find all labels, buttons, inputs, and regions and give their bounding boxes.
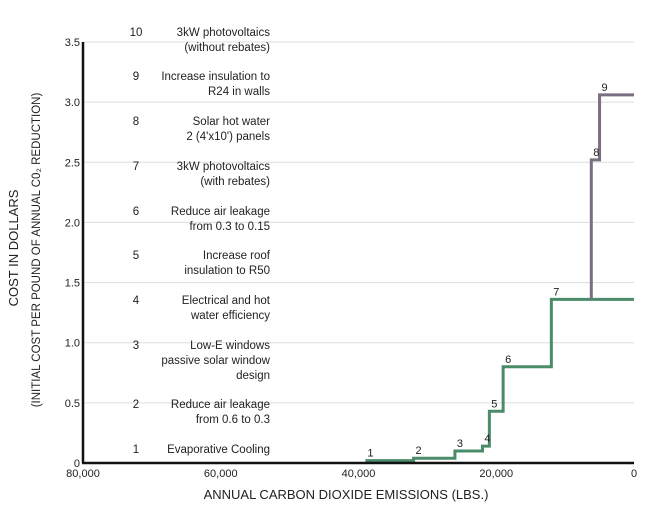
legend-text: Low-E windows — [190, 340, 270, 352]
step-label: 2 — [416, 445, 422, 457]
legend-text: water efficiency — [190, 310, 270, 322]
legend-text: Increase insulation to — [161, 71, 270, 83]
y-tick-label: 3.5 — [65, 37, 80, 49]
step-label: 1 — [367, 448, 373, 460]
legend-number: 6 — [133, 206, 139, 218]
step-label: 3 — [457, 438, 463, 450]
legend-text: 2 (4'x10') panels — [186, 131, 270, 143]
legend-text: Reduce air leakage — [171, 399, 270, 411]
legend-text: from 0.3 to 0.15 — [189, 221, 270, 233]
step-label: 7 — [553, 286, 559, 298]
y-tick-label: 0.5 — [65, 398, 80, 410]
y-tick-label: 2.5 — [65, 157, 80, 169]
legend: 10 3kW photovoltaics (without rebates) 9 Inc… — [130, 27, 271, 456]
legend-number: 2 — [133, 399, 139, 411]
step-series — [365, 93, 634, 463]
step-label: 8 — [593, 147, 599, 159]
y-tick-label: 2.0 — [65, 217, 80, 229]
legend-text: 3kW photovoltaics — [177, 161, 271, 173]
legend-text: R24 in walls — [208, 86, 270, 98]
legend-text: (without rebates) — [184, 42, 270, 54]
x-tick-label: 20,000 — [479, 468, 513, 480]
x-tick-labels: 80,000 60,000 40,000 20,000 0 — [66, 468, 637, 480]
y-tick-label: 0 — [74, 458, 80, 470]
x-tick-label: 0 — [631, 468, 637, 480]
grid-lines — [83, 41, 634, 404]
x-axis-title: ANNUAL CARBON DIOXIDE EMISSIONS (LBS.) — [204, 487, 489, 502]
step-label: 5 — [491, 398, 497, 410]
y-tick-label: 1.0 — [65, 338, 80, 350]
legend-text: 3kW photovoltaics — [177, 27, 271, 39]
legend-number: 7 — [133, 161, 139, 173]
legend-text: Evaporative Cooling — [167, 444, 270, 456]
y-tick-labels: 0 0.5 1.0 1.5 2.0 2.5 3.0 3.5 — [65, 37, 80, 470]
legend-number: 4 — [133, 295, 140, 307]
legend-number: 9 — [133, 71, 139, 83]
step-line — [365, 297, 634, 463]
legend-number: 5 — [133, 250, 139, 262]
step-label: 9 — [602, 82, 608, 94]
y-tick-label: 1.5 — [65, 278, 80, 290]
x-tick-label: 60,000 — [204, 468, 238, 480]
legend-text: passive solar window — [161, 355, 270, 367]
legend-number: 10 — [130, 27, 143, 39]
legend-text: (with rebates) — [200, 176, 270, 188]
step-label: 6 — [505, 354, 511, 366]
legend-text: from 0.6 to 0.3 — [196, 414, 270, 426]
legend-text: Solar hot water — [193, 116, 271, 128]
step-label: 4 — [484, 433, 490, 445]
legend-text: Electrical and hot — [182, 295, 271, 307]
y-tick-label: 3.0 — [65, 97, 80, 109]
step-line — [589, 93, 634, 300]
step-labels: 1 2 3 4 5 6 7 8 9 — [367, 82, 607, 460]
legend-text: insulation to R50 — [184, 265, 270, 277]
y-axis-subtitle: (INITIAL COST PER POUND OF ANNUAL C0₂ RE… — [31, 93, 43, 408]
legend-number: 3 — [133, 340, 139, 352]
x-tick-label: 80,000 — [66, 468, 100, 480]
x-tick-label: 40,000 — [342, 468, 376, 480]
legend-text: Reduce air leakage — [171, 206, 270, 218]
legend-number: 8 — [133, 116, 139, 128]
y-axis-title: COST IN DOLLARS — [6, 189, 21, 306]
legend-number: 1 — [133, 444, 139, 456]
legend-text: Increase roof — [203, 250, 271, 262]
legend-text: design — [236, 370, 270, 382]
